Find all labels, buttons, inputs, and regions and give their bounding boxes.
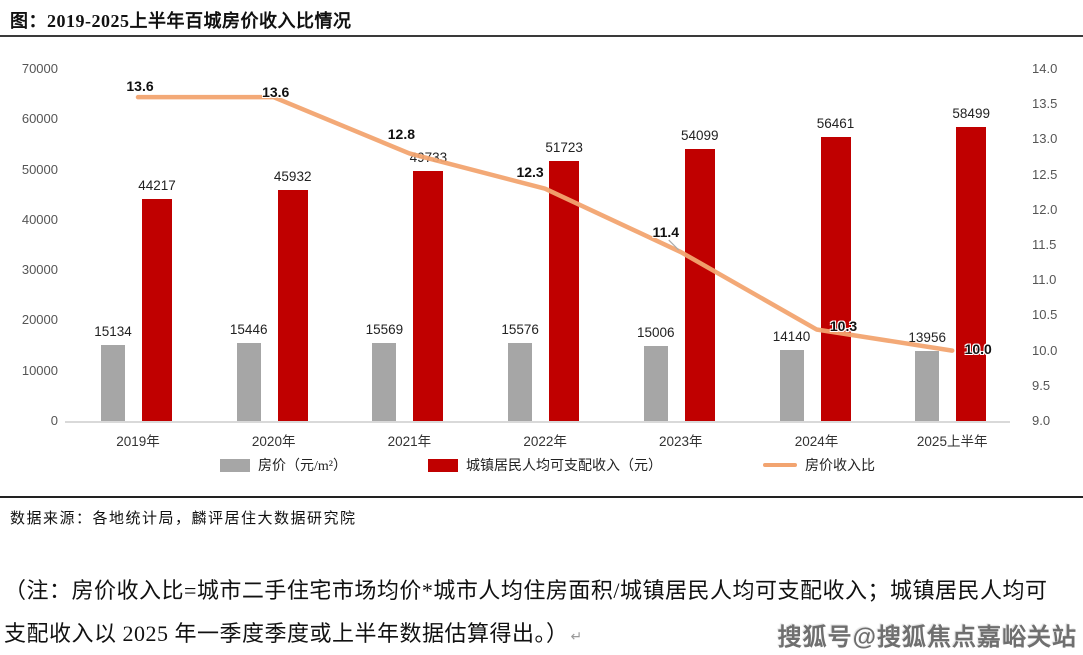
right-axis-tick-label: 9.0: [1032, 413, 1051, 428]
legend-item-ratio: 房价收入比: [763, 456, 875, 474]
divider-top: [0, 35, 1083, 37]
paragraph-return-icon: ↵: [570, 630, 583, 645]
legend-label-income: 城镇居民人均可支配收入（元）: [466, 459, 662, 474]
bar-income: [549, 160, 580, 421]
bar-value-label-house-price: 15569: [365, 321, 404, 337]
bar-value-label-house-price: 14140: [772, 328, 811, 344]
ratio-label-leader-line: [668, 239, 680, 251]
chart-title: 图：2019-2025上半年百城房价收入比情况: [10, 11, 352, 31]
right-axis-tick-label: 11.0: [1032, 272, 1057, 288]
bar-house-price: [779, 349, 804, 421]
ratio-value-label: 12.8: [387, 126, 416, 143]
y-axis-tick-label: 70000: [21, 61, 58, 76]
x-axis-label: 2024年: [794, 434, 839, 449]
legend-swatch-house-price-icon: [220, 458, 250, 472]
right-axis-tick-label: 12.0: [1032, 201, 1058, 217]
divider-bottom: [0, 496, 1083, 498]
ratio-value-label: 10.3: [829, 318, 858, 335]
y-axis-tick-label: 30000: [21, 262, 58, 278]
bar-income: [142, 198, 172, 421]
data-source-note: 数据来源：各地统计局，麟评居住大数据研究院: [10, 511, 357, 527]
footnote-line-1: （注：房价收入比=城市二手住宅市场均价*城市人均住房面积/城镇居民人均可支配收入…: [4, 578, 1048, 603]
watermark-sohu: 搜狐号@搜狐焦点嘉峪关站: [777, 624, 1077, 651]
bar-house-price: [643, 345, 668, 421]
legend-label-ratio: 房价收入比: [805, 459, 875, 474]
legend-swatch-income-icon: [428, 458, 458, 472]
right-axis-tick-label: 9.5: [1032, 377, 1051, 393]
bar-value-label-income: 56461: [816, 116, 855, 132]
right-axis-tick-label: 14.0: [1032, 61, 1058, 76]
y-axis-tick-label: 60000: [21, 111, 58, 127]
legend-swatch-ratio-line-icon: [763, 463, 797, 467]
y-axis-tick-label: 50000: [21, 161, 58, 177]
bar-income: [277, 190, 308, 421]
x-axis-label: 2021年: [387, 434, 432, 449]
y-axis-tick-label: 40000: [21, 211, 58, 227]
ratio-value-label: 13.6: [262, 84, 290, 101]
legend-label-house-price: 房价（元/m²）: [258, 459, 347, 474]
bar-value-label-house-price: 15134: [94, 323, 132, 339]
right-axis-tick-label: 13.5: [1032, 96, 1058, 112]
x-axis-label: 2025上半年: [916, 434, 988, 449]
bar-value-label-income: 44217: [138, 177, 176, 193]
bar-income: [956, 126, 987, 421]
ratio-value-label: 10.0: [964, 340, 992, 357]
y-axis-tick-label: 10000: [21, 362, 58, 378]
bar-house-price: [236, 343, 261, 421]
bar-income: [413, 170, 444, 421]
x-axis-label: 2023年: [659, 434, 703, 449]
bar-value-label-house-price: 15576: [501, 321, 539, 337]
bar-house-price: [915, 350, 940, 421]
bar-house-price: [372, 342, 397, 421]
bar-house-price: [101, 344, 125, 421]
bar-value-label-house-price: 13956: [908, 329, 946, 345]
bar-value-label-income: 49733: [409, 149, 448, 165]
footnote-line-2-text: 支配收入以 2025 年一季度季度或上半年数据估算得出。）: [4, 621, 569, 646]
legend-item-house-price: 房价（元/m²）: [220, 456, 347, 474]
right-axis-tick-label: 10.5: [1032, 307, 1058, 323]
bar-house-price: [508, 342, 533, 421]
x-axis-label: 2020年: [251, 434, 296, 449]
right-axis-tick-label: 10.0: [1032, 342, 1058, 358]
bar-value-label-income: 45932: [273, 169, 312, 185]
y-axis-tick-label: 20000: [21, 312, 58, 328]
right-axis-tick-label: 12.5: [1032, 166, 1058, 182]
bar-value-label-house-price: 15446: [229, 322, 268, 338]
x-axis-label: 2022年: [523, 434, 567, 449]
ratio-value-label: 11.4: [652, 224, 680, 241]
x-axis-line: [65, 421, 1010, 423]
y-axis-tick-label: 0: [50, 413, 58, 428]
ratio-value-label: 12.3: [516, 163, 544, 180]
right-axis-tick-label: 11.5: [1032, 237, 1057, 252]
ratio-value-label: 13.6: [126, 78, 154, 95]
legend-item-income: 城镇居民人均可支配收入（元）: [428, 456, 662, 474]
bar-income: [684, 148, 715, 421]
bar-value-label-income: 54099: [681, 127, 719, 143]
bar-value-label-income: 58499: [952, 105, 990, 121]
bar-income: [820, 137, 851, 421]
right-axis-tick-label: 13.0: [1032, 131, 1058, 147]
bar-value-label-house-price: 15006: [637, 324, 675, 340]
bar-value-label-income: 51723: [545, 139, 583, 155]
x-axis-label: 2019年: [116, 434, 160, 449]
footnote-line-2: 支配收入以 2025 年一季度季度或上半年数据估算得出。） ↵: [4, 616, 583, 648]
